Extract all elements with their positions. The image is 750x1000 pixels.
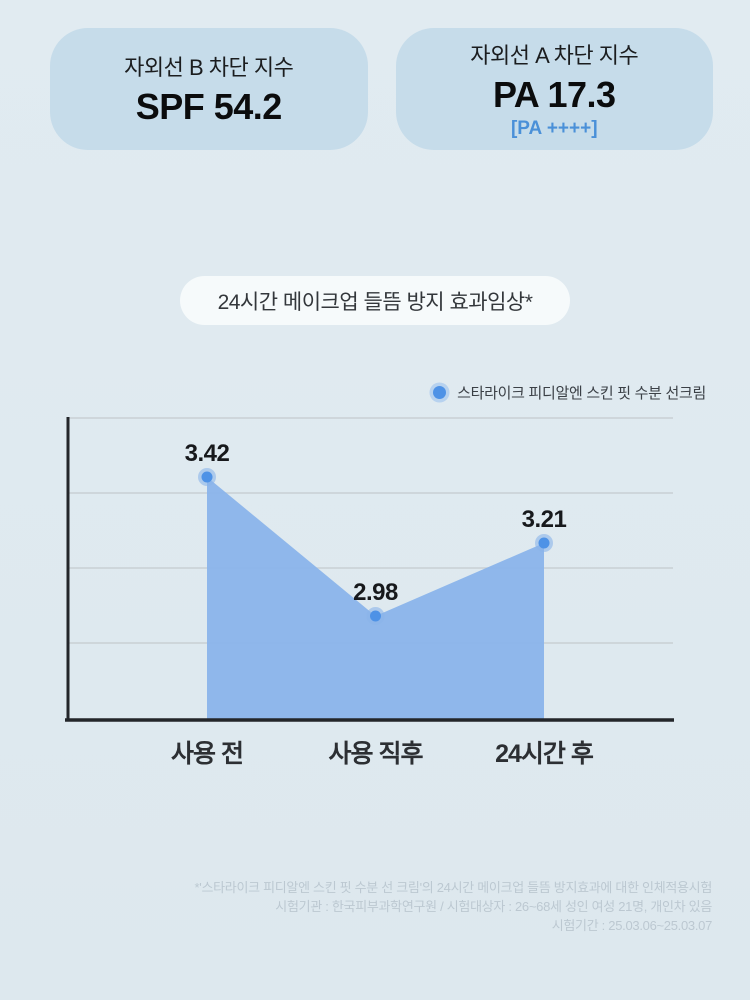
x-axis-tick-label: 24시간 후: [495, 740, 594, 768]
section-title: 24시간 메이크업 들뜸 방지 효과임상*: [217, 290, 533, 314]
pa-grade-badge: [PA ++++]: [510, 118, 598, 139]
uvb-card-value: SPF 54.2: [135, 86, 283, 127]
chart-legend: 스타라이크 피디알엔 스킨 핏 수분 선크림: [433, 382, 706, 403]
section-title-pill: 24시간 메이크업 들뜸 방지 효과임상*: [180, 276, 570, 325]
legend-dot-icon: [433, 386, 447, 399]
chart-area: [207, 477, 544, 719]
uvb-card-label: 자외선 B 차단 지수: [124, 55, 294, 80]
metric-cards-row: 자외선 B 차단 지수 SPF 54.2 자외선 A 차단 지수 PA 17.3…: [50, 28, 713, 150]
footnotes: *'스타라이크 피디알엔 스킨 핏 수분 선 크림'의 24시간 메이크업 들뜸…: [72, 878, 713, 935]
data-point-label: 2.98: [353, 579, 398, 606]
footnote-line: 시험기간 : 25.03.06~25.03.07: [551, 918, 713, 933]
uva-card-label: 자외선 A 차단 지수: [470, 43, 639, 68]
data-point-marker: [201, 471, 213, 483]
x-axis-tick-label: 사용 직후: [329, 740, 424, 768]
data-point-marker: [538, 537, 550, 549]
data-point-label: 3.21: [522, 506, 567, 533]
legend-label: 스타라이크 피디알엔 스킨 핏 수분 선크림: [457, 385, 706, 402]
uva-card-value: PA 17.3: [492, 74, 616, 115]
data-point-marker: [370, 610, 381, 622]
uva-pa-card: 자외선 A 차단 지수 PA 17.3 [PA ++++]: [395, 28, 713, 150]
data-point-label: 3.42: [185, 440, 230, 467]
footnote-line: 시험기관 : 한국피부과학연구원 / 시험대상자 : 26~68세 성인 여성 …: [275, 899, 712, 914]
footnote-line: *'스타라이크 피디알엔 스킨 핏 수분 선 크림'의 24시간 메이크업 들뜸…: [194, 880, 713, 895]
x-axis-tick-label: 사용 전: [171, 740, 243, 768]
uvb-spf-card: 자외선 B 차단 지수 SPF 54.2: [50, 28, 368, 150]
